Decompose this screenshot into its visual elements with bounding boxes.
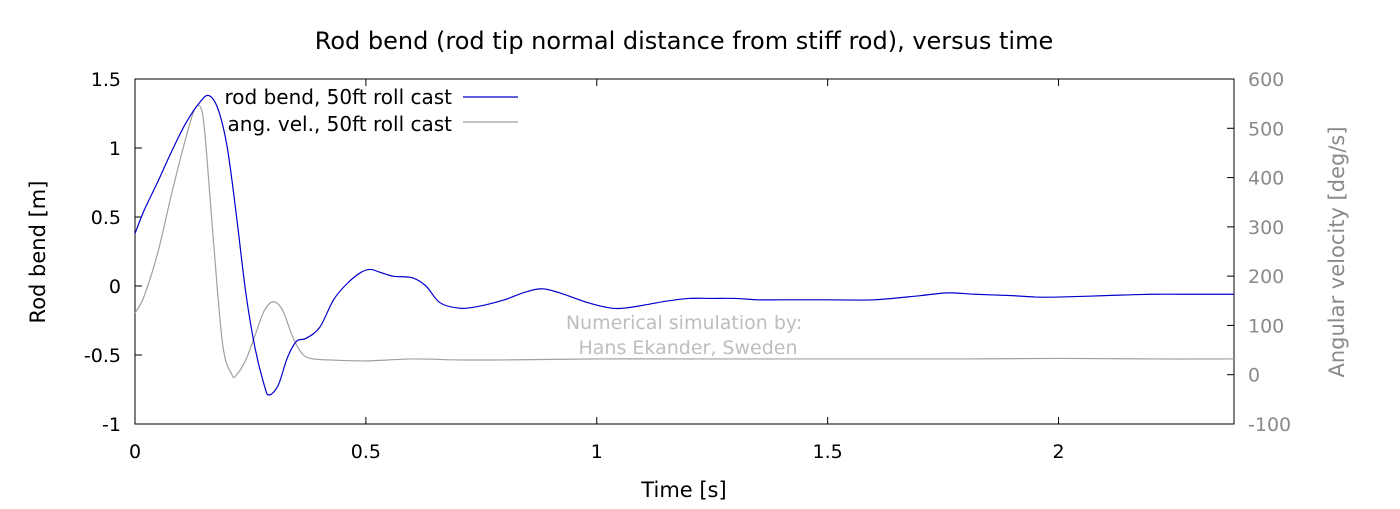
legend-label-ang-vel: ang. vel., 50ft roll cast [228, 112, 453, 136]
y2-tick-label: 0 [1248, 365, 1260, 387]
y-tick-label: 1 [109, 138, 121, 160]
y2-tick-label: 100 [1248, 315, 1284, 337]
annotation-line-2: Hans Ekander, Sweden [579, 337, 798, 359]
y-axis-right: -100 0 100 200 300 400 500 600 [1227, 69, 1291, 436]
y-axis-left: -1 -0.5 0 0.5 1 1.5 [84, 69, 142, 436]
y-axis-label: Rod bend [m] [26, 181, 50, 324]
x-tick-label: 1 [591, 441, 603, 463]
x-tick-label: 0.5 [351, 441, 381, 463]
annotation-line-1: Numerical simulation by: [566, 312, 802, 334]
plot-frame [134, 78, 1235, 425]
series-layer [134, 94, 1235, 396]
y-tick-label: -1 [102, 414, 121, 436]
x-axis: 0 0.5 1 1.5 2 [129, 79, 1065, 463]
series-line-ang-vel [134, 104, 1235, 379]
x-axis-label: Time [s] [640, 478, 726, 502]
plot-border [134, 78, 1235, 425]
legend-label-rod-bend: rod bend, 50ft roll cast [225, 85, 453, 109]
series-line-rod-bend [134, 94, 1234, 396]
y-tick-label: 0 [109, 276, 121, 298]
x-tick-label: 2 [1052, 441, 1064, 463]
chart-title: Rod bend (rod tip normal distance from s… [315, 27, 1053, 55]
y2-tick-label: -100 [1248, 414, 1291, 436]
y-tick-label: 1.5 [91, 69, 121, 91]
y2-tick-label: 400 [1248, 168, 1284, 190]
y2-tick-label: 200 [1248, 266, 1284, 288]
y2-axis-label: Angular velocity [deg/s] [1325, 126, 1349, 377]
x-tick-label: 0 [129, 441, 141, 463]
y-tick-label: -0.5 [84, 345, 121, 367]
y2-tick-label: 300 [1248, 217, 1284, 239]
y2-tick-label: 600 [1248, 69, 1284, 91]
y-tick-label: 0.5 [91, 207, 121, 229]
legend: rod bend, 50ft roll cast ang. vel., 50ft… [225, 85, 518, 136]
x-tick-label: 1.5 [813, 441, 843, 463]
y2-tick-label: 500 [1248, 118, 1284, 140]
